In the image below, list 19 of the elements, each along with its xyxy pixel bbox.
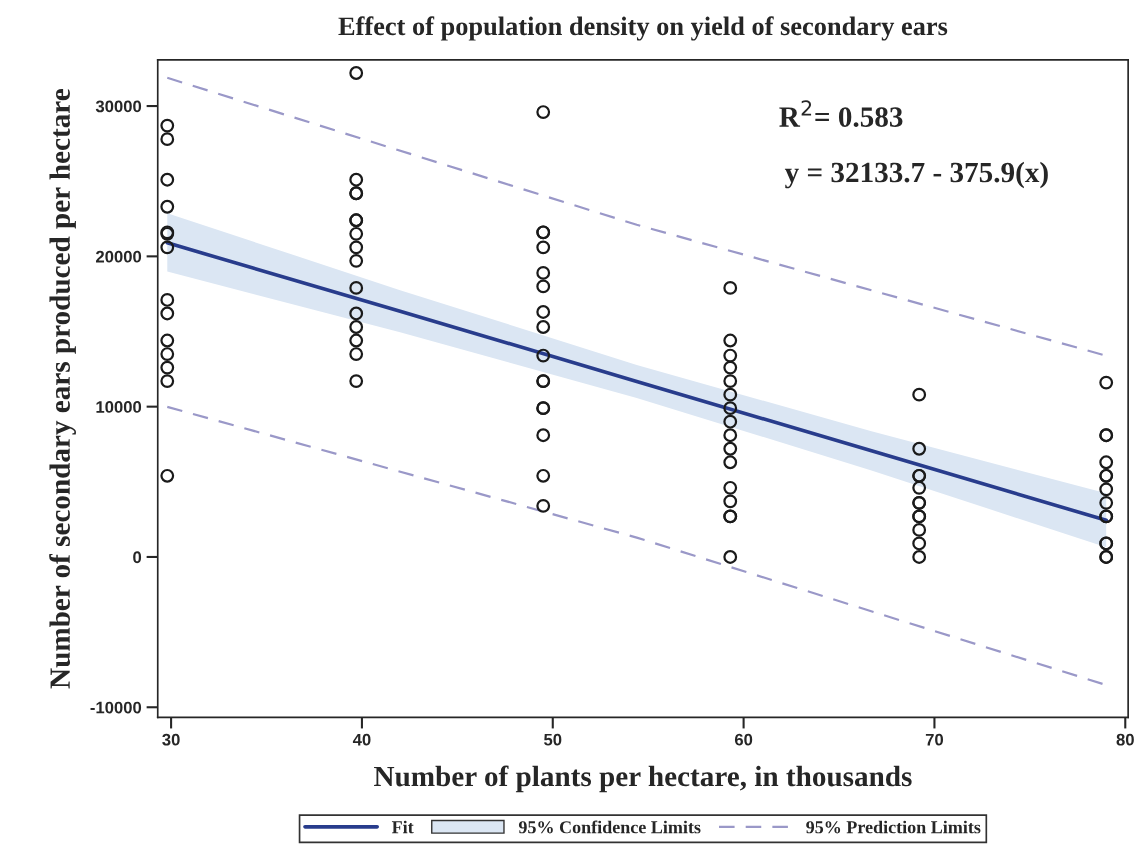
y-tick-label: -10000 <box>90 701 142 714</box>
y-tick-label: 20000 <box>96 250 142 263</box>
x-tick-label: 50 <box>544 733 562 746</box>
y-tick-label: 10000 <box>96 401 142 413</box>
legend-label: Fit <box>391 820 414 834</box>
annotation: R$^{2}$= 0.583 <box>779 100 903 128</box>
x-tick-label: 70 <box>925 733 944 746</box>
annotation: y = 32133.7 - 375.9(x) <box>784 161 1048 189</box>
x-tick-label: 60 <box>734 733 753 746</box>
y-tick-label: 0 <box>133 551 142 564</box>
x-tick-label: 80 <box>1116 733 1134 746</box>
legend-label: 95% Confidence Limits <box>518 820 701 834</box>
y-axis-title: Number of secondary ears produced per hectare <box>49 89 76 689</box>
x-tick-label: 40 <box>352 733 371 746</box>
chart-title: Effect of population density on yield of secondary ears <box>338 16 948 41</box>
x-axis-title: Number of plants per hectare, in thousands <box>374 765 912 793</box>
y-tick-label: 30000 <box>95 100 142 113</box>
x-tick-label: 30 <box>162 733 180 746</box>
legend-label: 95% Prediction Limits <box>806 820 981 834</box>
